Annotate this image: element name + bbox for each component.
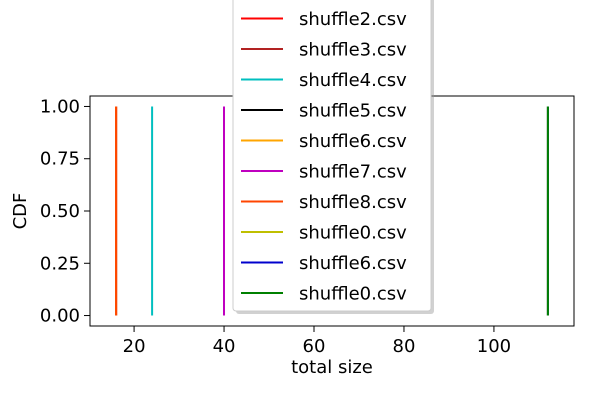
legend: shuffle2.csv shuffle3.csv shuffle4.csv shuf… (232, 0, 434, 314)
y-tick-label: 0.00 (40, 306, 80, 327)
x-tick-label: 40 (213, 336, 236, 357)
y-tick-label: 0.75 (40, 149, 80, 170)
x-tick-label: 60 (303, 336, 326, 357)
legend-items: shuffle2.csv shuffle3.csv shuffle4.csv shuf… (241, 9, 407, 305)
legend-label: shuffle0.csv (299, 223, 407, 244)
y-axis-title: CDF (10, 193, 31, 230)
x-tick-label: 80 (393, 336, 416, 357)
legend-label: shuffle6.csv (299, 131, 407, 152)
y-tick-label: 1.00 (40, 96, 80, 117)
y-tick-label: 0.25 (40, 253, 80, 274)
x-tick-label: 20 (123, 336, 146, 357)
y-tick-label: 0.50 (40, 201, 80, 222)
legend-label: shuffle3.csv (299, 40, 407, 61)
legend-label: shuffle5.csv (299, 101, 407, 122)
x-axis-ticks: 20 40 60 80 100 (123, 326, 511, 357)
legend-label: shuffle7.csv (299, 162, 407, 183)
legend-label: shuffle2.csv (299, 9, 407, 30)
x-axis-title: total size (291, 357, 373, 378)
legend-label: shuffle8.csv (299, 192, 407, 213)
y-axis-ticks: 0.00 0.25 0.50 0.75 1.00 (40, 96, 90, 327)
x-tick-label: 100 (477, 336, 511, 357)
legend-box (232, 0, 432, 312)
series-layer (115, 106, 549, 316)
legend-label: shuffle0.csv (299, 284, 407, 305)
legend-label: shuffle6.csv (299, 253, 407, 274)
legend-label: shuffle4.csv (299, 70, 407, 91)
